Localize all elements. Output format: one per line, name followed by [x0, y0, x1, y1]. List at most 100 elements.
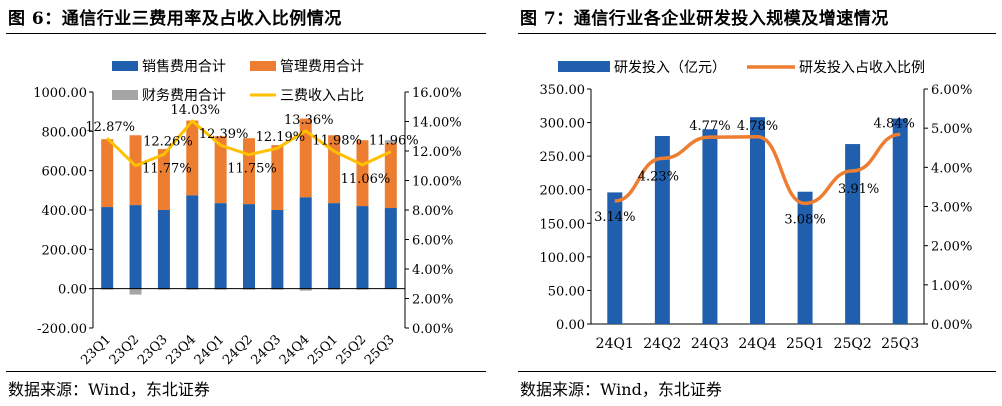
admin-bar — [271, 145, 284, 210]
sales-bar — [129, 205, 142, 289]
x-tick-label: 24Q4 — [277, 332, 313, 368]
y-tick-label: 0.00 — [58, 283, 87, 298]
rd-investment-chart: 0.00 50.00 100.00 150.00 200.00 250.00 300.00 3… — [540, 60, 973, 352]
x-tick-label: 23Q2 — [107, 332, 143, 368]
x-tick-label: 24Q3 — [248, 332, 284, 368]
sales-bar — [328, 203, 341, 289]
x-tick-label: 24Q1 — [596, 336, 634, 352]
sales-bar — [186, 195, 199, 289]
x-tick-label: 23Q3 — [135, 332, 171, 368]
ratio-data-label: 11.06% — [341, 172, 391, 187]
sales-bar — [101, 207, 114, 289]
y2-tick-label: 0.00% — [412, 322, 453, 337]
y-tick-label: 150.00 — [540, 217, 586, 232]
legend-label: 研发投入（亿元） — [614, 60, 726, 76]
rd-bar — [892, 118, 908, 325]
admin-bar — [101, 139, 114, 208]
x-tick-label: 25Q3 — [881, 336, 919, 352]
y2-tick-label: 10.00% — [412, 175, 462, 190]
legend-swatch — [558, 61, 610, 72]
y2-tick-label: 1.00% — [931, 279, 972, 294]
admin-bar — [186, 120, 199, 196]
y-tick-label: 200.00 — [42, 243, 88, 258]
admin-bar — [299, 118, 312, 198]
y-tick-label: 250.00 — [540, 150, 586, 165]
y2-tick-label: 12.00% — [412, 145, 462, 160]
sales-bar — [214, 203, 227, 289]
y-tick-label: 300.00 — [540, 117, 586, 132]
legend-label: 三费收入占比 — [280, 88, 364, 104]
rd-ratio-data-label: 3.14% — [594, 210, 635, 225]
legend-swatch — [112, 90, 138, 100]
legend-label: 销售费用合计 — [142, 59, 226, 75]
ratio-data-label: 13.36% — [284, 113, 334, 128]
x-tick-label: 23Q1 — [78, 332, 114, 368]
sales-bar — [271, 210, 284, 289]
admin-bar — [214, 136, 227, 204]
ratio-data-label: 11.77% — [142, 161, 192, 176]
x-tick-label: 25Q1 — [305, 332, 341, 368]
x-tick-label: 24Q3 — [691, 336, 729, 352]
x-tick-label: 24Q4 — [738, 336, 776, 352]
rd-ratio-data-label: 4.78% — [737, 119, 778, 134]
ratio-data-label: 11.75% — [227, 162, 277, 177]
figure-7-panel: 图 7：通信行业各企业研发投入规模及增速情况 0.00 50.00 100.00 15… — [512, 0, 1002, 406]
y2-tick-label: 6.00% — [412, 234, 453, 249]
expense-ratio-chart: -200.00 0.00 200.00 400.00 600.00 800.00 1000.… — [33, 59, 462, 368]
y2-tick-label: 5.00% — [931, 122, 972, 137]
y-tick-label: 800.00 — [42, 125, 88, 140]
y-tick-label: 1000.00 — [33, 86, 87, 101]
figure-6-source: 数据来源：Wind，东北证券 — [8, 380, 210, 399]
ratio-data-label: 12.26% — [143, 134, 193, 149]
legend-swatch — [112, 61, 138, 71]
rd-bar — [750, 117, 765, 324]
x-tick-label: 23Q4 — [163, 332, 199, 368]
y-tick-label: 350.00 — [540, 83, 586, 98]
rd-ratio-data-label: 4.84% — [874, 116, 915, 131]
y-tick-label: 0.00 — [556, 318, 585, 333]
x-tick-label: 25Q2 — [334, 332, 370, 368]
x-tick-label: 24Q2 — [220, 332, 256, 368]
ratio-data-label: 11.96% — [369, 134, 419, 149]
x-tick-label: 25Q2 — [834, 336, 872, 352]
finance-bar — [384, 140, 397, 144]
y2-tick-label: 0.00% — [931, 318, 972, 333]
y2-tick-label: 6.00% — [931, 83, 972, 98]
y2-tick-label: 14.00% — [412, 116, 462, 131]
rd-bar — [607, 192, 623, 324]
rd-ratio-data-label: 3.08% — [784, 212, 825, 227]
y-tick-label: 400.00 — [42, 204, 88, 219]
y2-tick-label: 16.00% — [412, 86, 462, 101]
y-tick-label: 600.00 — [42, 165, 88, 180]
y-tick-label: -200.00 — [37, 322, 87, 337]
admin-bar — [157, 149, 170, 210]
sales-bar — [356, 206, 369, 289]
rd-bar — [845, 144, 861, 324]
admin-bar — [384, 143, 397, 209]
figure-6-panel: 图 6：通信行业三费用率及占收入比例情况 -200.00 0.00 200.00 40… — [0, 0, 492, 406]
x-tick-label: 24Q2 — [643, 336, 681, 352]
figure-6-title: 图 6：通信行业三费用率及占收入比例情况 — [8, 9, 342, 29]
y-tick-label: 50.00 — [548, 284, 585, 299]
rd-ratio-line — [614, 132, 901, 206]
ratio-line — [106, 119, 392, 168]
y-tick-label: 100.00 — [540, 251, 586, 266]
ratio-data-label: 14.03% — [170, 103, 220, 118]
figure-7-title: 图 7：通信行业各企业研发投入规模及增速情况 — [520, 9, 889, 29]
rd-ratio-data-label: 4.23% — [638, 169, 679, 184]
figure-7-source: 数据来源：Wind，东北证券 — [520, 380, 722, 399]
y-tick-label: 200.00 — [540, 184, 586, 199]
finance-bar — [299, 288, 312, 291]
y2-tick-label: 2.00% — [931, 240, 972, 255]
x-tick-label: 25Q1 — [786, 336, 824, 352]
admin-bar — [129, 135, 142, 206]
source-rule — [518, 371, 996, 372]
sales-bar — [243, 204, 255, 289]
title-rule — [6, 33, 486, 34]
sales-bar — [157, 210, 170, 289]
sales-bar — [299, 197, 312, 289]
title-rule — [518, 33, 996, 34]
legend-label: 管理费用合计 — [280, 59, 364, 75]
rd-ratio-data-label: 3.91% — [838, 182, 879, 197]
ratio-data-label: 12.39% — [199, 127, 249, 142]
